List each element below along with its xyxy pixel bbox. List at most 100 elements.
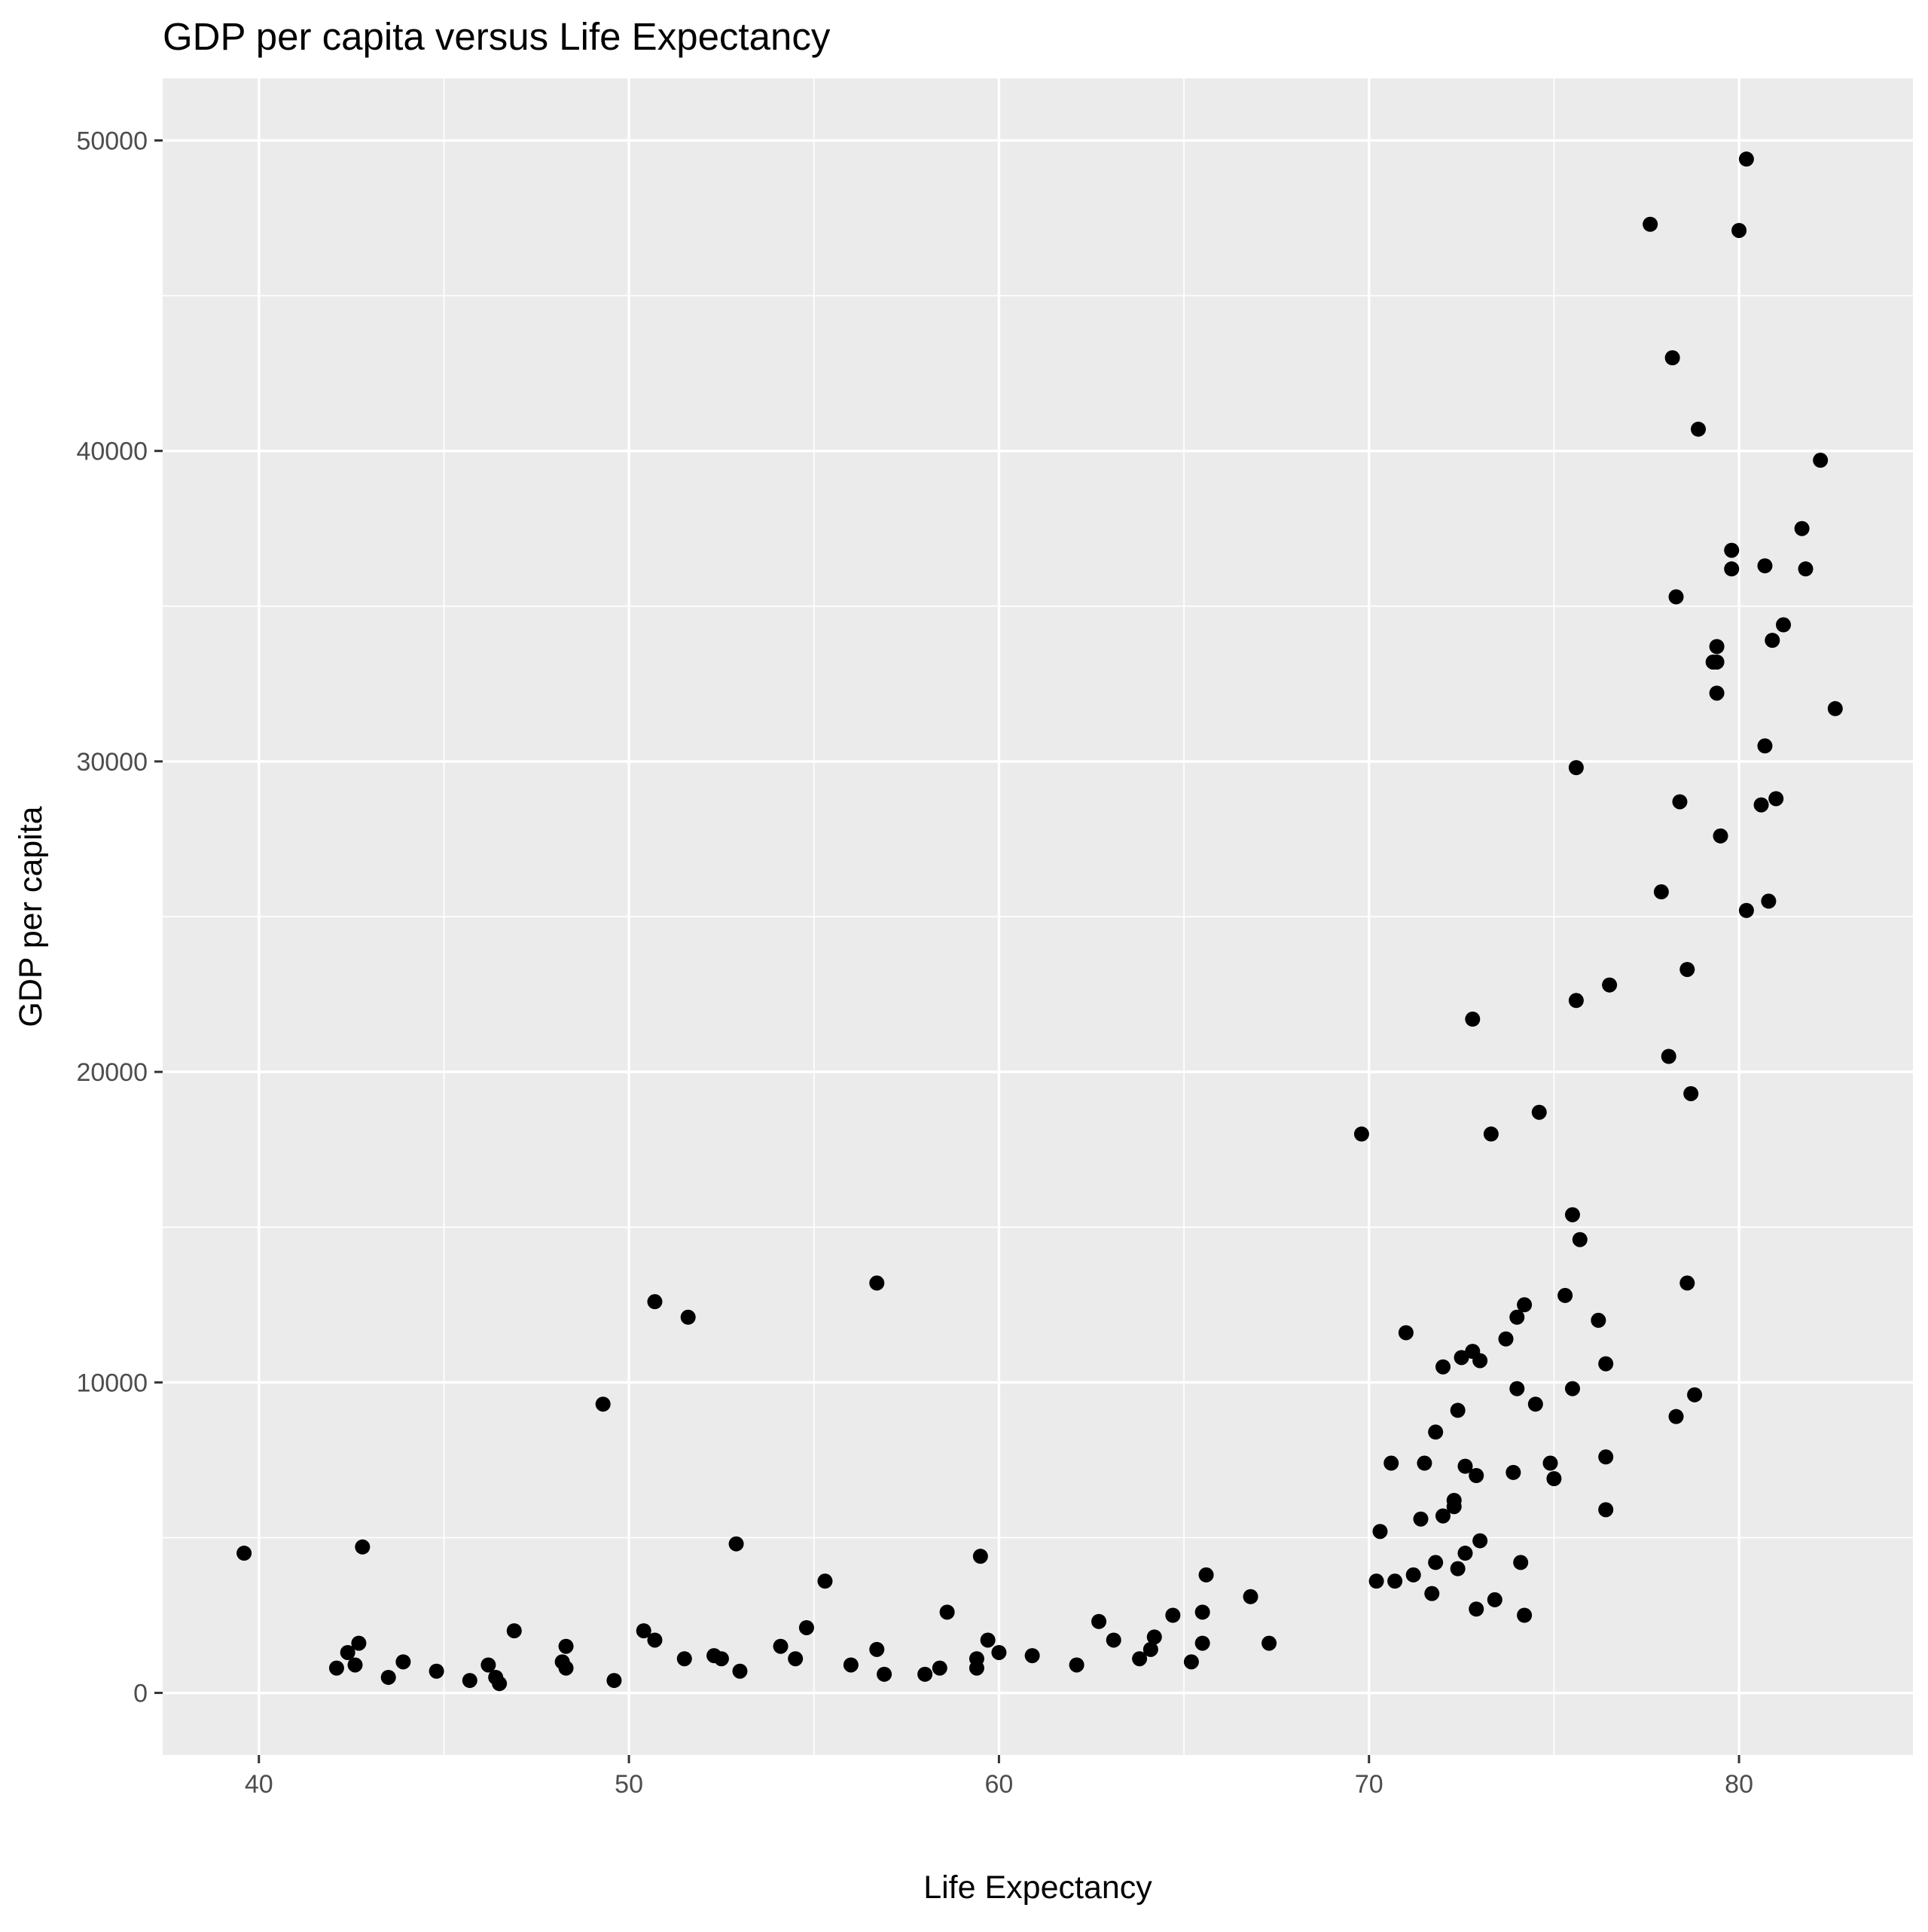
data-point [1724, 561, 1740, 577]
data-point [1457, 1458, 1473, 1474]
data-point [1661, 1048, 1676, 1064]
data-point [1198, 1567, 1214, 1583]
data-point [1472, 1533, 1488, 1549]
data-point [1709, 654, 1725, 670]
data-point [1827, 700, 1843, 716]
data-point [351, 1635, 367, 1651]
data-point [1487, 1592, 1502, 1607]
data-point [1372, 1524, 1388, 1540]
data-point [1517, 1297, 1533, 1313]
data-point [355, 1539, 371, 1555]
data-point [1761, 893, 1777, 909]
x-axis-title: Life Expectancy [923, 1869, 1152, 1906]
data-point [1024, 1648, 1040, 1664]
data-point [1398, 1325, 1414, 1341]
data-point [869, 1275, 885, 1291]
data-point [1527, 1396, 1543, 1412]
data-point [1106, 1632, 1121, 1648]
data-point [1679, 962, 1695, 978]
data-point [1454, 1350, 1469, 1366]
data-point [558, 1660, 574, 1676]
data-point [595, 1396, 611, 1412]
data-point [1643, 216, 1658, 232]
data-point [1457, 1546, 1473, 1561]
data-point [1713, 828, 1728, 844]
y-tick-label: 10000 [76, 1369, 148, 1397]
data-point [1505, 1464, 1521, 1480]
data-point [1142, 1641, 1158, 1657]
data-point [1465, 1012, 1481, 1027]
data-point [843, 1657, 859, 1673]
data-point [480, 1657, 496, 1673]
data-point [1435, 1508, 1451, 1524]
data-point [1572, 1232, 1588, 1247]
data-point [1564, 1207, 1580, 1222]
data-point [1724, 542, 1740, 558]
data-point [1683, 1085, 1699, 1101]
y-tick-label: 40000 [76, 438, 148, 466]
data-point [328, 1660, 344, 1676]
x-axis: 40 50 60 70 80 [245, 1755, 1753, 1799]
data-point [680, 1309, 696, 1325]
data-point [429, 1663, 444, 1679]
data-point [1413, 1511, 1429, 1527]
data-point [1383, 1455, 1399, 1471]
data-point [1469, 1468, 1484, 1483]
data-point [1564, 1381, 1580, 1396]
data-point [1568, 760, 1584, 776]
data-point [558, 1638, 574, 1654]
data-point [1450, 1561, 1466, 1576]
data-point [1261, 1635, 1277, 1651]
data-point [969, 1660, 984, 1676]
data-point [1672, 794, 1688, 810]
data-point [939, 1604, 955, 1620]
data-point [1768, 791, 1784, 807]
data-point [647, 1632, 663, 1648]
data-point [1798, 561, 1814, 577]
data-point [1509, 1381, 1525, 1396]
data-point [1428, 1424, 1444, 1440]
x-tick-label: 50 [615, 1770, 643, 1799]
data-point [1794, 520, 1810, 536]
data-point [1687, 1387, 1703, 1402]
data-point [1243, 1589, 1258, 1604]
data-point [1417, 1455, 1432, 1471]
data-point [972, 1549, 988, 1564]
data-point [1546, 1471, 1562, 1487]
data-point [1132, 1651, 1148, 1667]
data-point [1483, 1126, 1499, 1142]
y-axis: 0 10000 20000 30000 40000 50000 [76, 127, 163, 1708]
data-point [1709, 685, 1725, 701]
data-point [340, 1644, 355, 1660]
data-point [1813, 453, 1829, 469]
data-point [347, 1657, 363, 1673]
major-gridlines [163, 78, 1913, 1755]
data-point [798, 1619, 814, 1635]
data-point [462, 1673, 477, 1689]
data-point [1731, 222, 1747, 238]
data-point [647, 1294, 663, 1310]
data-point [817, 1573, 833, 1589]
data-point [1738, 902, 1754, 918]
data-point [1557, 1287, 1573, 1303]
data-point [1531, 1104, 1547, 1120]
data-point [1405, 1567, 1421, 1583]
data-point [1668, 1409, 1684, 1424]
data-point [236, 1546, 252, 1561]
data-point [1709, 639, 1725, 655]
data-point [1668, 589, 1684, 605]
data-point [788, 1651, 804, 1667]
data-point [1146, 1629, 1162, 1645]
data-point [506, 1623, 522, 1639]
data-point [917, 1666, 933, 1682]
data-point [380, 1669, 396, 1685]
data-point [1183, 1654, 1199, 1670]
data-point [1509, 1309, 1525, 1325]
data-point [1679, 1275, 1695, 1291]
data-point [1602, 977, 1618, 993]
y-tick-label: 20000 [76, 1058, 148, 1087]
data-point [1653, 884, 1669, 900]
data-point [1387, 1573, 1403, 1589]
data-point [713, 1651, 729, 1667]
data-point [1738, 151, 1754, 167]
